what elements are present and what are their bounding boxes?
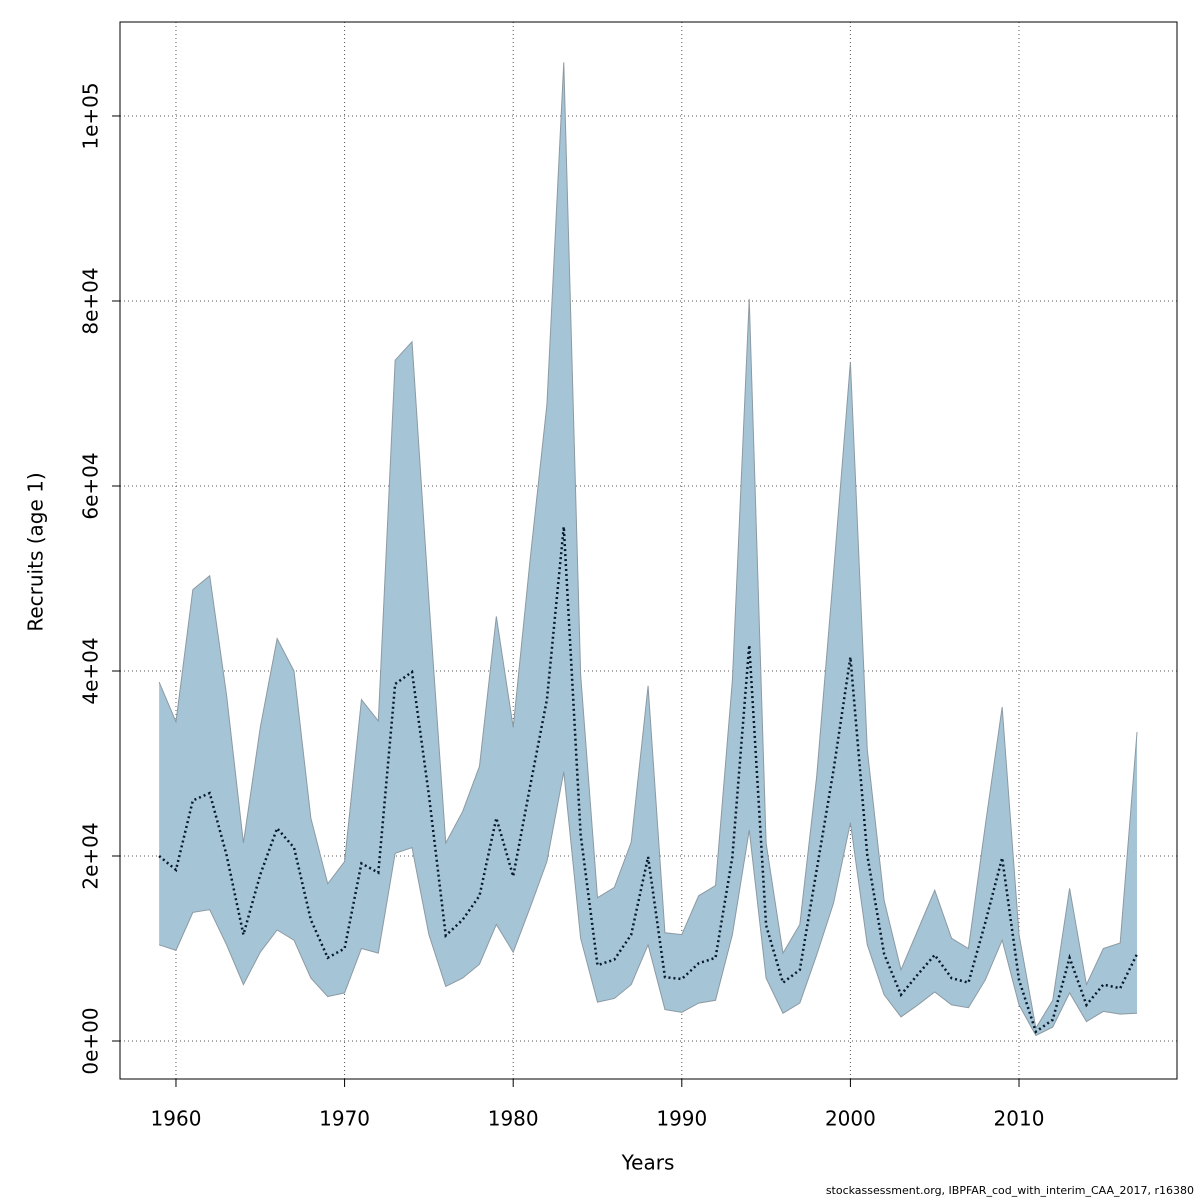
y-axis-label: Recruits (age 1) [24,472,48,631]
x-tick-label: 1970 [319,1107,370,1131]
y-tick-label: 8e+04 [79,267,103,334]
confidence-band [159,62,1138,1036]
y-tick-label: 0e+00 [79,1007,103,1074]
x-axis-label: Years [621,1151,675,1175]
x-tick-label: 2010 [994,1107,1045,1131]
median-line [158,526,1139,1034]
x-tick-label: 1990 [656,1107,707,1131]
band-edge [158,62,1138,1030]
footnote: stockassessment.org, IBPFAR_cod_with_int… [826,1184,1194,1197]
y-tick-label: 4e+04 [79,637,103,704]
y-tick-label: 1e+05 [79,82,103,149]
y-tick-label: 6e+04 [79,452,103,519]
x-tick-label: 2000 [825,1107,876,1131]
x-tick-label: 1960 [151,1107,202,1131]
x-tick-label: 1980 [488,1107,539,1131]
plot-frame [119,21,1178,1080]
band-edge [158,771,1138,1037]
y-tick-label: 2e+04 [79,822,103,889]
